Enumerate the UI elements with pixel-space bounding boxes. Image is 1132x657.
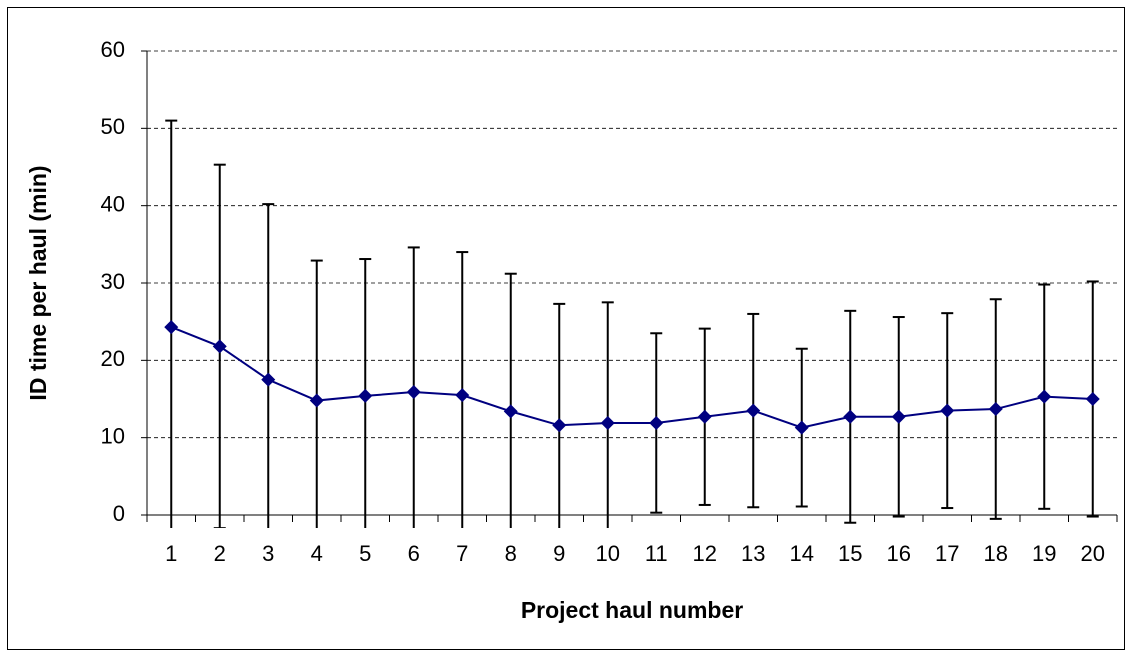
marker xyxy=(794,420,809,435)
x-tick-label: 12 xyxy=(693,541,717,566)
series-line xyxy=(170,326,1093,429)
x-tick-label: 16 xyxy=(887,541,911,566)
marker xyxy=(455,388,470,403)
x-axis-title: Project haul number xyxy=(521,597,743,623)
marker xyxy=(212,339,227,354)
marker xyxy=(746,403,761,418)
y-tick-label: 60 xyxy=(101,37,125,62)
marker xyxy=(891,409,906,424)
x-tick-label: 17 xyxy=(935,541,959,566)
marker xyxy=(261,372,276,387)
marker xyxy=(164,320,179,335)
marker xyxy=(406,385,421,400)
marker xyxy=(600,415,615,430)
x-tick-label: 13 xyxy=(741,541,765,566)
marker xyxy=(358,388,373,403)
x-tick-label: 7 xyxy=(456,541,468,566)
y-axis-title: ID time per haul (min) xyxy=(25,165,51,400)
x-tick-label: 9 xyxy=(553,541,565,566)
y-tick-label: 40 xyxy=(101,191,125,216)
x-tick-label: 11 xyxy=(645,541,668,566)
error-bars xyxy=(165,119,1099,528)
y-tick-label: 50 xyxy=(101,114,125,139)
x-tick-label: 10 xyxy=(596,541,620,566)
x-tick-label: 4 xyxy=(311,541,323,566)
y-tick-label: 0 xyxy=(113,501,125,526)
marker xyxy=(843,409,858,424)
x-tick-label: 20 xyxy=(1081,541,1105,566)
marker xyxy=(940,403,955,418)
x-tick-label: 3 xyxy=(262,541,274,566)
x-tick-label: 8 xyxy=(505,541,517,566)
x-tick-label: 5 xyxy=(359,541,371,566)
y-tick-label: 10 xyxy=(101,423,125,448)
marker xyxy=(697,409,712,424)
chart-frame xyxy=(7,7,1125,650)
y-tick-label: 30 xyxy=(101,269,125,294)
x-tick-label: 14 xyxy=(790,541,814,566)
x-tick-label: 19 xyxy=(1032,541,1056,566)
marker xyxy=(1085,392,1100,406)
x-tick-label: 15 xyxy=(838,541,862,566)
x-tick-label: 6 xyxy=(408,541,420,566)
marker xyxy=(309,393,324,408)
x-tick-label: 18 xyxy=(984,541,1008,566)
x-tick-label: 1 xyxy=(165,541,177,566)
marker xyxy=(1037,389,1052,404)
marker xyxy=(649,415,664,430)
y-tick-label: 20 xyxy=(101,346,125,371)
marker xyxy=(503,404,518,419)
marker xyxy=(552,418,567,433)
x-tick-label: 2 xyxy=(214,541,226,566)
marker xyxy=(988,402,1003,417)
